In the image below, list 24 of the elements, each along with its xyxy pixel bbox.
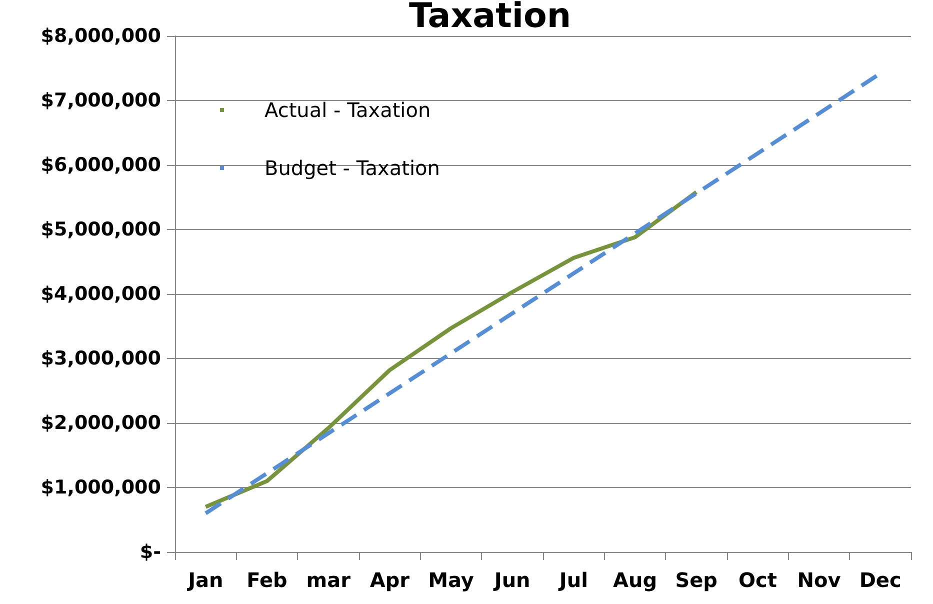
y-tick-label: $2,000,000: [40, 412, 161, 434]
chart-title: Taxation: [408, 0, 572, 36]
legend-label: Actual - Taxation: [264, 98, 431, 122]
y-tick-label: $8,000,000: [40, 25, 161, 47]
y-tick-label: $6,000,000: [40, 154, 161, 176]
y-tick-label: $-: [140, 541, 161, 563]
x-tick-label: May: [428, 568, 474, 592]
x-tick-label: Sep: [675, 568, 718, 592]
y-tick-label: $4,000,000: [40, 283, 161, 305]
y-tick-label: $3,000,000: [40, 348, 161, 370]
x-tick-label: Nov: [797, 568, 841, 592]
y-tick-label: $7,000,000: [40, 90, 161, 112]
y-tick-label: $5,000,000: [40, 218, 161, 240]
x-tick-label: Jun: [492, 568, 530, 592]
x-tick-label: Dec: [859, 568, 902, 592]
x-tick-label: Aug: [612, 568, 658, 592]
x-tick-label: Jan: [186, 568, 224, 592]
y-tick-label: $1,000,000: [40, 476, 161, 498]
x-tick-label: Jul: [557, 568, 588, 592]
x-tick-label: Feb: [246, 568, 288, 592]
x-tick-label: Apr: [370, 568, 410, 592]
x-tick-label: Oct: [738, 568, 778, 592]
x-tick-label: mar: [306, 568, 351, 592]
legend-label: Budget - Taxation: [264, 156, 440, 180]
